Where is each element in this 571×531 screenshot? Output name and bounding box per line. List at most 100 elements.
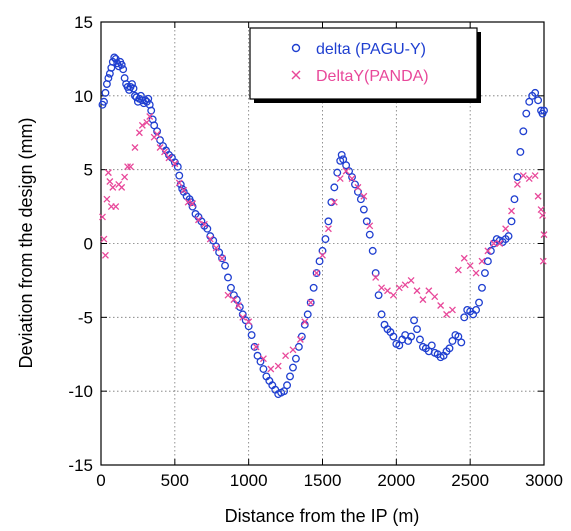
data-point-cross	[389, 291, 397, 299]
y-tick-label: 5	[84, 161, 93, 180]
data-point-circle	[362, 217, 371, 226]
data-point-cross	[195, 216, 202, 224]
legend-label-panda: DeltaY(PANDA)	[316, 68, 429, 85]
legend-marker-panda	[291, 70, 301, 80]
data-point-circle	[104, 74, 113, 83]
data-point-circle	[353, 187, 362, 196]
data-point-cross	[112, 203, 120, 211]
data-point-circle	[374, 291, 383, 300]
x-tick-label: 2500	[451, 471, 489, 490]
series-panda	[99, 113, 548, 373]
data-point-cross	[531, 172, 539, 180]
data-point-cross	[252, 343, 260, 351]
data-point-cross	[127, 163, 134, 171]
data-point-circle	[333, 168, 342, 177]
data-point-cross	[437, 302, 445, 309]
y-tick-label: 10	[74, 87, 93, 106]
data-point-cross	[395, 284, 403, 292]
data-point-circle	[516, 147, 525, 156]
data-point-circle	[119, 65, 128, 74]
data-point-circle	[460, 313, 469, 322]
data-point-circle	[297, 332, 306, 341]
data-point-circle	[348, 173, 356, 181]
data-point-cross	[239, 313, 247, 321]
data-point-circle	[100, 97, 108, 106]
data-point-cross	[490, 240, 498, 247]
data-point-cross	[454, 266, 462, 274]
data-point-cross	[502, 225, 510, 233]
data-point-cross	[307, 299, 315, 307]
data-point-cross	[118, 183, 126, 191]
data-point-cross	[109, 183, 117, 191]
data-point-cross	[419, 296, 427, 304]
data-point-cross	[180, 186, 188, 194]
data-point-circle	[247, 331, 256, 340]
data-point-circle	[147, 106, 156, 115]
data-point-cross	[519, 172, 527, 180]
data-point-cross	[478, 257, 486, 265]
data-point-circle	[377, 310, 386, 319]
data-point-cross	[539, 257, 547, 265]
data-point-cross	[100, 235, 108, 243]
y-axis-title: Deviation from the design (mm)	[16, 117, 36, 368]
legend-box	[249, 27, 478, 100]
data-point-cross	[496, 240, 504, 247]
data-point-circle	[101, 88, 110, 97]
data-point-circle	[480, 269, 489, 277]
data-point-cross	[135, 129, 143, 137]
data-point-circle	[478, 283, 486, 292]
y-tick-label: 15	[74, 13, 93, 32]
legend-marker-pagu	[291, 43, 301, 53]
data-point-cross	[104, 169, 112, 177]
data-point-cross	[121, 173, 129, 181]
data-point-cross	[372, 274, 380, 281]
data-point-circle	[312, 269, 321, 277]
data-point-cross	[218, 254, 226, 262]
data-point-circle	[129, 84, 138, 93]
data-point-cross	[267, 365, 275, 373]
data-point-circle	[330, 183, 339, 192]
data-point-circle	[175, 171, 184, 180]
data-point-circle	[513, 173, 522, 181]
data-point-cross	[289, 346, 297, 354]
data-point-cross	[189, 200, 197, 208]
data-point-cross	[296, 336, 304, 343]
data-point-circle	[218, 254, 227, 263]
series-pagu-y	[98, 53, 548, 399]
data-point-cross	[384, 287, 391, 295]
x-tick-label: 1000	[230, 471, 268, 490]
data-point-circle	[324, 217, 333, 226]
data-point-circle	[519, 127, 528, 136]
y-tick-label: -15	[68, 456, 93, 475]
data-point-cross	[313, 269, 321, 277]
data-point-cross	[124, 163, 132, 171]
data-point-cross	[537, 206, 545, 213]
axis-ticks	[100, 21, 545, 466]
data-point-circle	[315, 257, 324, 266]
data-point-cross	[324, 225, 332, 233]
data-point-circle	[203, 224, 212, 233]
data-point-circle	[289, 363, 297, 372]
data-point-circle	[365, 230, 374, 239]
data-point-cross	[336, 175, 344, 182]
x-tick-label: 2000	[377, 471, 415, 490]
data-point-cross	[354, 183, 362, 191]
data-point-cross	[407, 276, 415, 284]
data-point-cross	[425, 287, 433, 295]
data-point-cross	[274, 362, 282, 370]
data-point-circle	[303, 310, 312, 319]
data-point-cross	[443, 310, 450, 318]
data-point-cross	[342, 167, 350, 175]
data-point-cross	[319, 251, 326, 259]
x-tick-labels: 0 500 1000 1500 2000 2500 3000	[96, 471, 563, 490]
legend-label-pagu: delta (PAGU-Y)	[316, 41, 426, 58]
data-point-circle	[128, 80, 136, 88]
data-point-circle	[510, 195, 519, 204]
y-tick-label: -5	[78, 308, 93, 327]
data-point-circle	[534, 96, 543, 105]
data-point-circle	[309, 283, 318, 292]
data-point-cross	[534, 192, 542, 200]
data-point-cross	[330, 198, 338, 206]
legend: delta (PAGU-Y) DeltaY(PANDA)	[249, 27, 481, 103]
data-point-circle	[522, 109, 531, 118]
